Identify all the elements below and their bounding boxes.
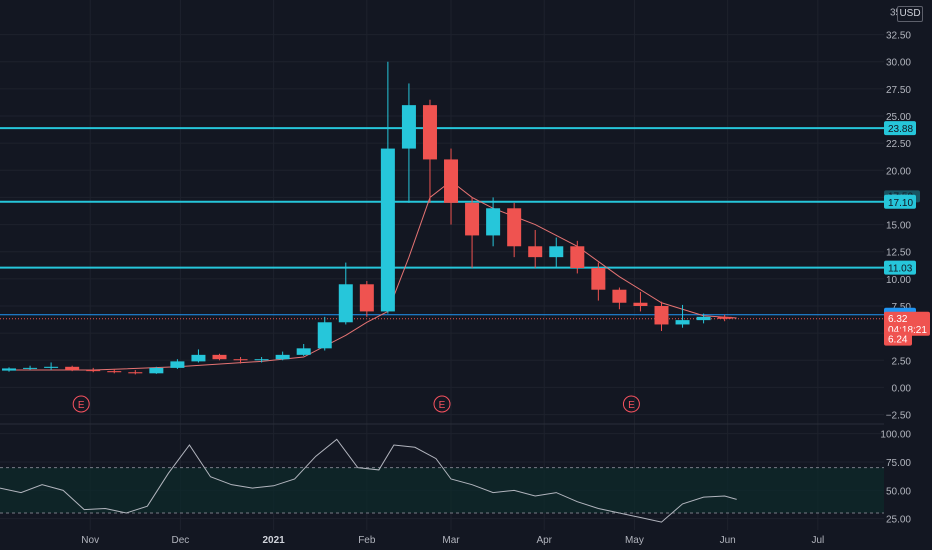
time-tick-label: Feb xyxy=(358,535,376,546)
rsi-tick-label: 100.00 xyxy=(880,430,911,441)
rsi-series xyxy=(0,438,737,523)
currency-button[interactable]: USD xyxy=(897,6,923,22)
candle-body xyxy=(296,348,311,355)
earnings-label: E xyxy=(439,400,446,411)
price-tick-label: 15.00 xyxy=(886,221,911,232)
candle-body xyxy=(422,105,437,160)
price-tick-label: 27.50 xyxy=(886,85,911,96)
level-badge xyxy=(884,194,916,209)
earnings-label: E xyxy=(78,400,85,411)
price-tick-label: 12.50 xyxy=(886,248,911,259)
level-badge-label: 17.10 xyxy=(888,198,913,209)
candles xyxy=(2,61,732,375)
candle-body xyxy=(359,284,374,312)
grid-lines xyxy=(0,0,884,530)
price-tick-label: −2.50 xyxy=(886,411,912,422)
earnings-icon xyxy=(433,395,451,413)
candle-body xyxy=(65,366,80,371)
time-tick-label: May xyxy=(625,535,644,546)
price-tick-label: 0.00 xyxy=(892,383,912,394)
candle-body xyxy=(212,354,227,360)
candle-body xyxy=(233,359,248,361)
candle-body xyxy=(633,302,648,306)
candle-body xyxy=(528,246,543,258)
rsi-tick-label: 50.00 xyxy=(886,486,911,497)
candle-body xyxy=(654,306,669,325)
earnings-icon xyxy=(72,395,90,413)
candle-body xyxy=(549,246,564,258)
price-tick-label: 10.00 xyxy=(886,275,911,286)
candle-body xyxy=(23,367,38,369)
candle-body xyxy=(44,366,59,368)
low-price-label: 6.24 xyxy=(888,335,908,346)
candle-body xyxy=(486,208,501,236)
price-tick-label: 7.50 xyxy=(892,302,912,313)
rsi-line xyxy=(0,438,737,523)
candle-body xyxy=(465,202,480,236)
time-tick-label: 2021 xyxy=(262,535,285,546)
candle-body xyxy=(696,316,711,321)
candle-body xyxy=(191,354,206,362)
time-tick-label: Jun xyxy=(720,535,736,546)
time-tick-label: Dec xyxy=(172,535,190,546)
earnings-icon xyxy=(622,395,640,413)
candle-body xyxy=(675,320,690,325)
price-tick-label: 25.00 xyxy=(886,112,911,123)
candle-body xyxy=(570,246,585,268)
candle-body xyxy=(591,268,606,290)
price-tick-label: 20.00 xyxy=(886,166,911,177)
candle-body xyxy=(612,289,627,303)
candle-body xyxy=(380,148,395,312)
candle-body xyxy=(507,208,522,247)
price-axis[interactable]: 32.5030.0027.5025.0022.5020.0017.5015.00… xyxy=(886,7,912,421)
candle-body xyxy=(2,368,17,371)
price-tick-label: 30.00 xyxy=(886,58,911,69)
candle-body xyxy=(717,316,732,319)
rsi-tick-label: 75.00 xyxy=(886,458,911,469)
time-tick-label: Nov xyxy=(81,535,99,546)
rsi-axis[interactable]: 100.00 75.00 50.00 25.00 xyxy=(880,430,911,526)
level-badge-label: 11.03 xyxy=(888,264,913,275)
candle-body xyxy=(275,354,290,360)
candle-body xyxy=(444,159,459,203)
candle-body xyxy=(149,367,164,374)
price-tick-label: 32.50 xyxy=(886,31,911,42)
time-tick-label: Apr xyxy=(536,535,552,546)
candle-body xyxy=(338,284,353,323)
ma-line xyxy=(9,180,737,371)
rsi-band xyxy=(0,467,884,513)
time-axis[interactable]: Nov Dec 2021 Feb Mar Apr May Jun Jul xyxy=(81,535,824,546)
rsi-tick-label: 25.00 xyxy=(886,515,911,526)
candle-body xyxy=(401,105,416,149)
moving-average xyxy=(9,180,737,371)
price-tick-label: 2.50 xyxy=(892,356,912,367)
candle-body xyxy=(317,322,332,349)
price-tick-label: 35 xyxy=(890,7,902,18)
countdown-label: 04:18:21 xyxy=(888,325,927,336)
last-price-badge xyxy=(884,311,930,336)
level-badge xyxy=(884,121,916,136)
candle-body xyxy=(254,359,269,361)
level-badge xyxy=(884,260,916,275)
level-badge-label: 23.88 xyxy=(888,124,913,135)
candle-body xyxy=(107,371,122,373)
candle-body xyxy=(86,370,101,372)
time-tick-label: Jul xyxy=(811,535,824,546)
candle-body xyxy=(170,361,185,368)
candle-body xyxy=(128,372,143,374)
time-tick-label: Mar xyxy=(442,535,460,546)
price-tick-label: 22.50 xyxy=(886,139,911,150)
last-price-label: 6.32 xyxy=(888,314,908,325)
horizontal-levels[interactable] xyxy=(0,127,884,514)
earnings-label: E xyxy=(628,400,635,411)
low-price-badge xyxy=(884,331,912,346)
